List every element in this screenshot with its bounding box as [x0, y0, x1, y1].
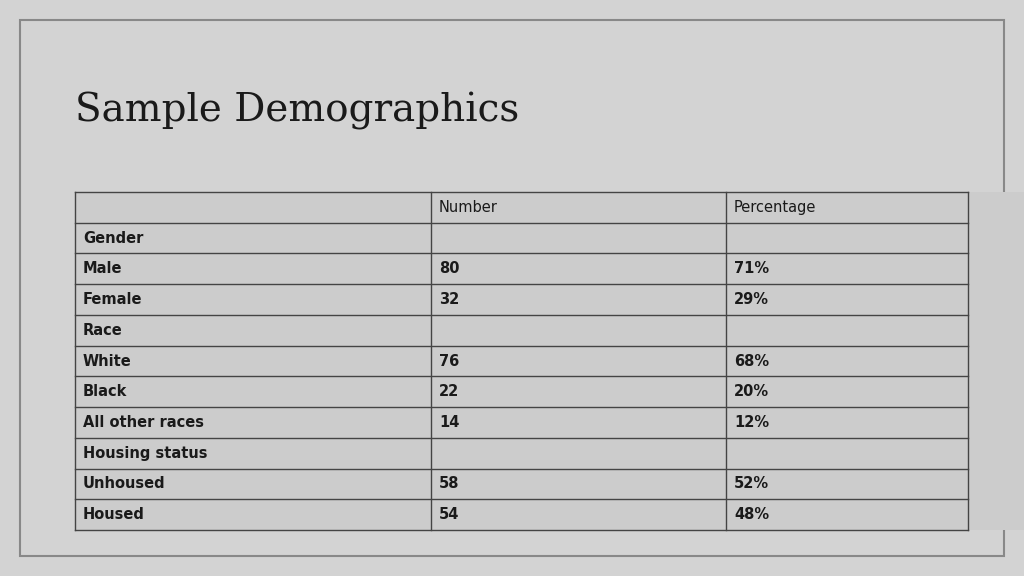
- Bar: [75, 192, 431, 223]
- Text: Percentage: Percentage: [734, 200, 816, 215]
- Text: 68%: 68%: [734, 354, 769, 369]
- Bar: [75, 253, 431, 284]
- Bar: [726, 376, 1024, 407]
- Bar: [431, 499, 726, 530]
- Text: Race: Race: [83, 323, 123, 338]
- Bar: [431, 192, 726, 223]
- Bar: [726, 253, 1024, 284]
- Text: Sample Demographics: Sample Demographics: [75, 92, 519, 130]
- Text: Number: Number: [439, 200, 498, 215]
- Bar: [431, 223, 726, 253]
- Bar: [431, 438, 726, 468]
- Bar: [431, 407, 726, 438]
- Text: 22: 22: [439, 384, 459, 399]
- Bar: [431, 253, 726, 284]
- Text: 32: 32: [439, 292, 459, 307]
- Text: White: White: [83, 354, 132, 369]
- Bar: [431, 284, 726, 315]
- Bar: [726, 346, 1024, 376]
- Bar: [726, 284, 1024, 315]
- Bar: [75, 346, 431, 376]
- Bar: [726, 499, 1024, 530]
- Text: 12%: 12%: [734, 415, 769, 430]
- Text: 20%: 20%: [734, 384, 769, 399]
- Text: Gender: Gender: [83, 230, 143, 245]
- Bar: [726, 438, 1024, 468]
- Text: Black: Black: [83, 384, 127, 399]
- Bar: [431, 376, 726, 407]
- Bar: [75, 438, 431, 468]
- Bar: [726, 223, 1024, 253]
- Text: All other races: All other races: [83, 415, 204, 430]
- Text: 58: 58: [439, 476, 460, 491]
- Text: 29%: 29%: [734, 292, 769, 307]
- Bar: [75, 223, 431, 253]
- Bar: [726, 407, 1024, 438]
- Bar: [726, 192, 1024, 223]
- Bar: [75, 315, 431, 346]
- Text: Housed: Housed: [83, 507, 144, 522]
- Text: Male: Male: [83, 262, 123, 276]
- Text: 80: 80: [439, 262, 460, 276]
- Bar: [75, 376, 431, 407]
- Text: 48%: 48%: [734, 507, 769, 522]
- Bar: [75, 284, 431, 315]
- Text: 54: 54: [439, 507, 460, 522]
- Bar: [431, 315, 726, 346]
- Bar: [431, 346, 726, 376]
- Bar: [75, 407, 431, 438]
- Bar: [431, 468, 726, 499]
- Text: 71%: 71%: [734, 262, 769, 276]
- Text: 14: 14: [439, 415, 460, 430]
- Bar: [75, 468, 431, 499]
- Text: Housing status: Housing status: [83, 446, 208, 461]
- Text: 52%: 52%: [734, 476, 769, 491]
- Bar: [726, 468, 1024, 499]
- Text: 76: 76: [439, 354, 459, 369]
- Text: Female: Female: [83, 292, 142, 307]
- Text: Unhoused: Unhoused: [83, 476, 166, 491]
- Bar: [75, 499, 431, 530]
- Bar: [726, 315, 1024, 346]
